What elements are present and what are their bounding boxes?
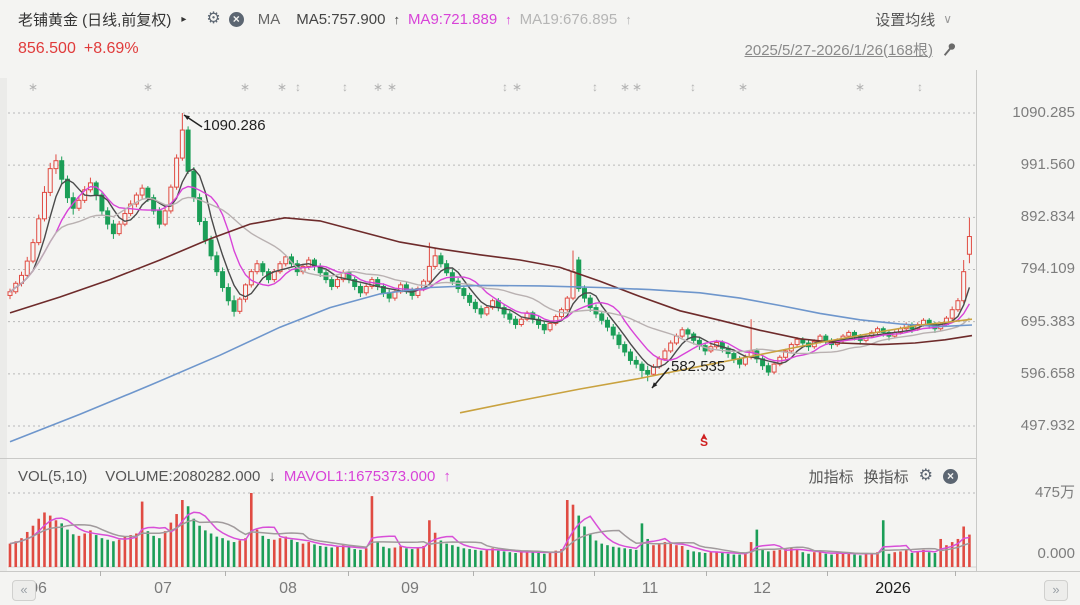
x-axis-label: 11 [641,580,659,597]
ma9-up-arrow-icon: ↑ [505,11,512,27]
vol-indicator-label[interactable]: VOL(5,10) [18,467,88,485]
ma19-up-arrow-icon: ↑ [625,11,632,27]
x-axis-label: 2026 [875,580,911,597]
price-axis-label: 1090.285 [1012,104,1075,121]
axis-separator [0,571,1080,572]
change-percent: +8.69% [83,40,139,57]
x-axis-label: 07 [154,580,172,597]
price-annotation: 1090.286 [203,117,266,134]
announcement-marker-icon[interactable]: ∗ [142,80,154,94]
sell-signal-marker[interactable]: ▲ S [699,431,708,449]
mavol1-up-arrow-icon: ↑ [443,467,451,485]
price-column-divider [976,70,977,571]
add-indicator-button[interactable]: 加指标 [808,468,854,486]
announcement-marker-icon[interactable]: ∗ [372,80,384,94]
date-range-link[interactable]: 2025/5/27-2026/1/26(168根) [744,41,933,59]
volume-close-icon[interactable]: × [943,468,958,484]
pane-separator [0,458,976,459]
ma-settings-group: 设置均线 ∨ [875,8,952,30]
last-price: 856.500 [18,40,76,57]
event-arrow-marker-icon[interactable]: ↕ [502,80,508,94]
announcement-marker-icon[interactable]: ∗ [239,80,251,94]
x-axis-tick [225,571,226,576]
chevron-down-icon: ∨ [943,12,952,26]
price-axis-label: 794.109 [1020,260,1075,278]
announcement-marker-icon[interactable]: ∗ [27,80,39,94]
event-arrow-marker-icon[interactable]: ↕ [295,80,301,94]
switch-indicator-button[interactable]: 换指标 [863,468,909,486]
volume-axis-label: 0.000 [1037,545,1075,562]
x-axis-label: 10 [529,580,547,597]
scroll-left-button[interactable]: « [12,580,36,601]
x-axis-tick [827,571,828,576]
quote-row: 856.500 +8.69% [18,38,139,60]
volume-header-actions: 加指标 换指标 ⚙ × [809,466,958,486]
price-axis-label: 991.560 [1020,156,1075,174]
set-ma-button[interactable]: 设置均线 [875,11,936,29]
announcement-marker-icon[interactable]: ∗ [386,80,398,94]
price-axis-label: 596.658 [1020,364,1075,382]
x-axis-tick [100,571,101,576]
ma-close-icon[interactable]: × [228,11,244,27]
symbol-title[interactable]: 老铺黄金 (日线,前复权) [18,11,172,29]
range-group: 2025/5/27-2026/1/26(168根) [745,38,958,60]
ma-group-label: MA [257,10,281,28]
announcement-marker-icon[interactable]: ∗ [511,80,523,94]
x-axis-label: 09 [401,580,419,597]
volume-chart-canvas[interactable] [0,462,1080,572]
mavol1-value: MAVOL1:1675373.000 [283,467,436,485]
x-axis-tick [955,571,956,576]
x-axis-label: 08 [279,580,297,597]
pin-icon[interactable] [941,41,958,58]
price-axis-label: 695.383 [1020,312,1075,330]
price-axis-label: 497.932 [1020,417,1075,434]
event-marker-row: ∗ ∗ ∗ ∗ ↕ ↕ ∗ ∗ ↕ ∗ ↕ ∗ ∗ ↕ ∗ ∗ ↕ [0,80,976,96]
ma5-value: MA5:757.900 [296,10,386,28]
main-chart-canvas[interactable] [0,70,1080,458]
scroll-right-button[interactable]: » [1044,580,1068,601]
expand-icon[interactable]: ▸ [181,13,187,25]
announcement-marker-icon[interactable]: ∗ [631,80,643,94]
announcement-marker-icon[interactable]: ∗ [737,80,749,94]
ma9-value: MA9:721.889 [407,10,498,28]
volume-down-arrow-icon: ↓ [268,467,276,485]
x-axis-tick [473,571,474,576]
x-axis-tick [594,571,595,576]
chart-header: 老铺黄金 (日线,前复权) ▸ ⚙ × MA MA5:757.900 ↑ MA9… [18,8,632,30]
announcement-marker-icon[interactable]: ∗ [854,80,866,94]
x-axis-label: 12 [753,580,771,597]
volume-header: VOL(5,10) VOLUME:2080282.000 ↓ MAVOL1:16… [18,466,451,486]
ma-settings-gear-icon[interactable]: ⚙ [206,10,221,27]
volume-axis-label: 475万 [1034,484,1075,501]
x-axis: 06 07 08 09 10 11 12 2026 [0,571,1080,602]
price-annotation: 582.535 [671,358,726,375]
left-gutter [0,78,7,571]
event-arrow-marker-icon[interactable]: ↕ [690,80,696,94]
price-axis-label: 892.834 [1020,208,1075,226]
x-axis-tick [348,571,349,576]
ma5-up-arrow-icon: ↑ [393,11,400,27]
volume-value: VOLUME:2080282.000 [105,467,261,485]
event-arrow-marker-icon[interactable]: ↕ [917,80,923,94]
announcement-marker-icon[interactable]: ∗ [276,80,288,94]
event-arrow-marker-icon[interactable]: ↕ [592,80,598,94]
announcement-marker-icon[interactable]: ∗ [619,80,631,94]
volume-gear-icon[interactable]: ⚙ [918,467,933,484]
x-axis-tick [706,571,707,576]
ma19-value: MA19:676.895 [519,10,618,28]
event-arrow-marker-icon[interactable]: ↕ [342,80,348,94]
